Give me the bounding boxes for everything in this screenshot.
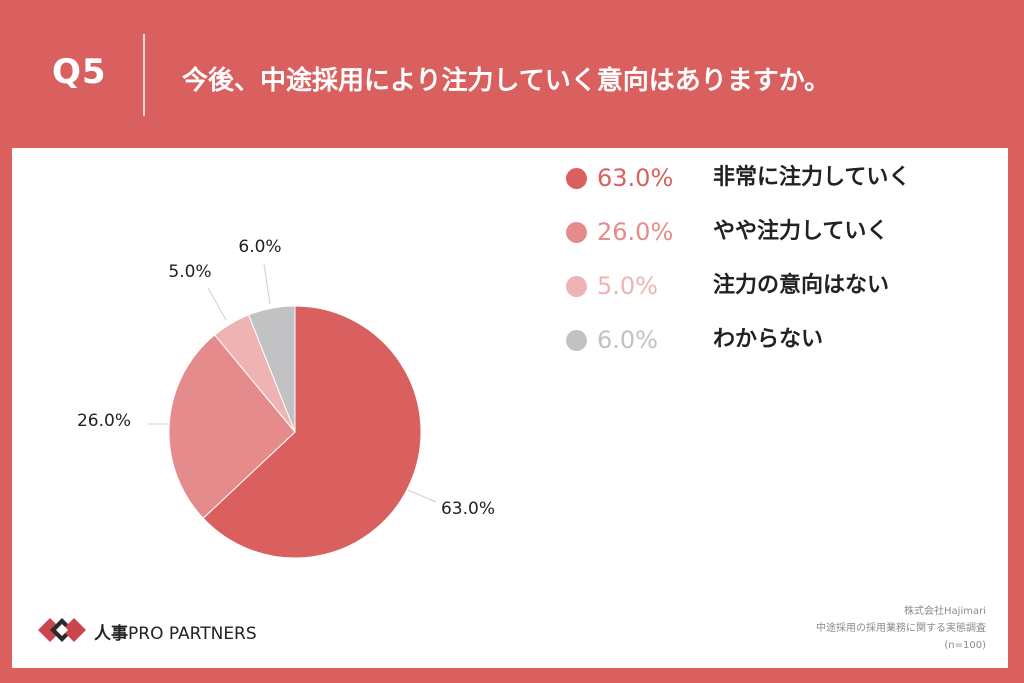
pie-slice <box>168 334 296 519</box>
credit-line: (n=100) <box>944 640 986 651</box>
pie-leader-line <box>407 489 437 503</box>
legend-item: 6.0% わからない <box>566 324 986 358</box>
logo-sub-text: PRO PARTNERS <box>128 624 257 644</box>
legend-label: 注力の意向はない <box>713 273 890 298</box>
header: Q5 今後、中途採用により注力していく意向はありますか。 <box>0 0 1024 148</box>
logo-mark-icon <box>38 618 86 642</box>
legend-percent: 5.0% <box>597 272 658 300</box>
legend-label: やや注力していく <box>713 219 889 244</box>
legend-percent: 6.0% <box>597 326 658 354</box>
legend-dot <box>566 330 587 351</box>
company-logo: 人事PRO PARTNERS <box>36 612 296 648</box>
legend-percent: 26.0% <box>597 218 674 246</box>
legend-item: 26.0% やや注力していく <box>566 216 986 250</box>
pie-data-label: 5.0% <box>168 262 211 282</box>
pie-leader-line <box>263 263 271 305</box>
question-text: 今後、中途採用により注力していく意向はありますか。 <box>182 66 831 96</box>
legend-label: わからない <box>713 327 824 352</box>
legend-percent: 63.0% <box>597 164 674 192</box>
pie-data-label: 26.0% <box>77 411 131 431</box>
pie-slice <box>247 305 296 433</box>
legend-dot <box>566 222 587 243</box>
legend-label: 非常に注力していく <box>713 165 911 190</box>
source-credit: 株式会社Hajimari 中途採用の採用業務に関する実態調査 (n=100) <box>816 603 986 654</box>
pie-leader-line <box>207 287 227 321</box>
question-number: Q5 <box>52 52 107 92</box>
legend-dot <box>566 276 587 297</box>
credit-line: 中途採用の採用業務に関する実態調査 <box>816 623 986 634</box>
pie-data-label: 63.0% <box>441 499 495 519</box>
legend-item: 5.0% 注力の意向はない <box>566 270 986 304</box>
pie-data-label: 6.0% <box>238 237 281 257</box>
credit-line: 株式会社Hajimari <box>904 606 986 617</box>
pie-slice <box>202 305 422 559</box>
legend-dot <box>566 168 587 189</box>
legend-item: 63.0% 非常に注力していく <box>566 162 986 196</box>
header-divider <box>143 34 145 116</box>
logo-main-text: 人事 <box>94 624 128 644</box>
